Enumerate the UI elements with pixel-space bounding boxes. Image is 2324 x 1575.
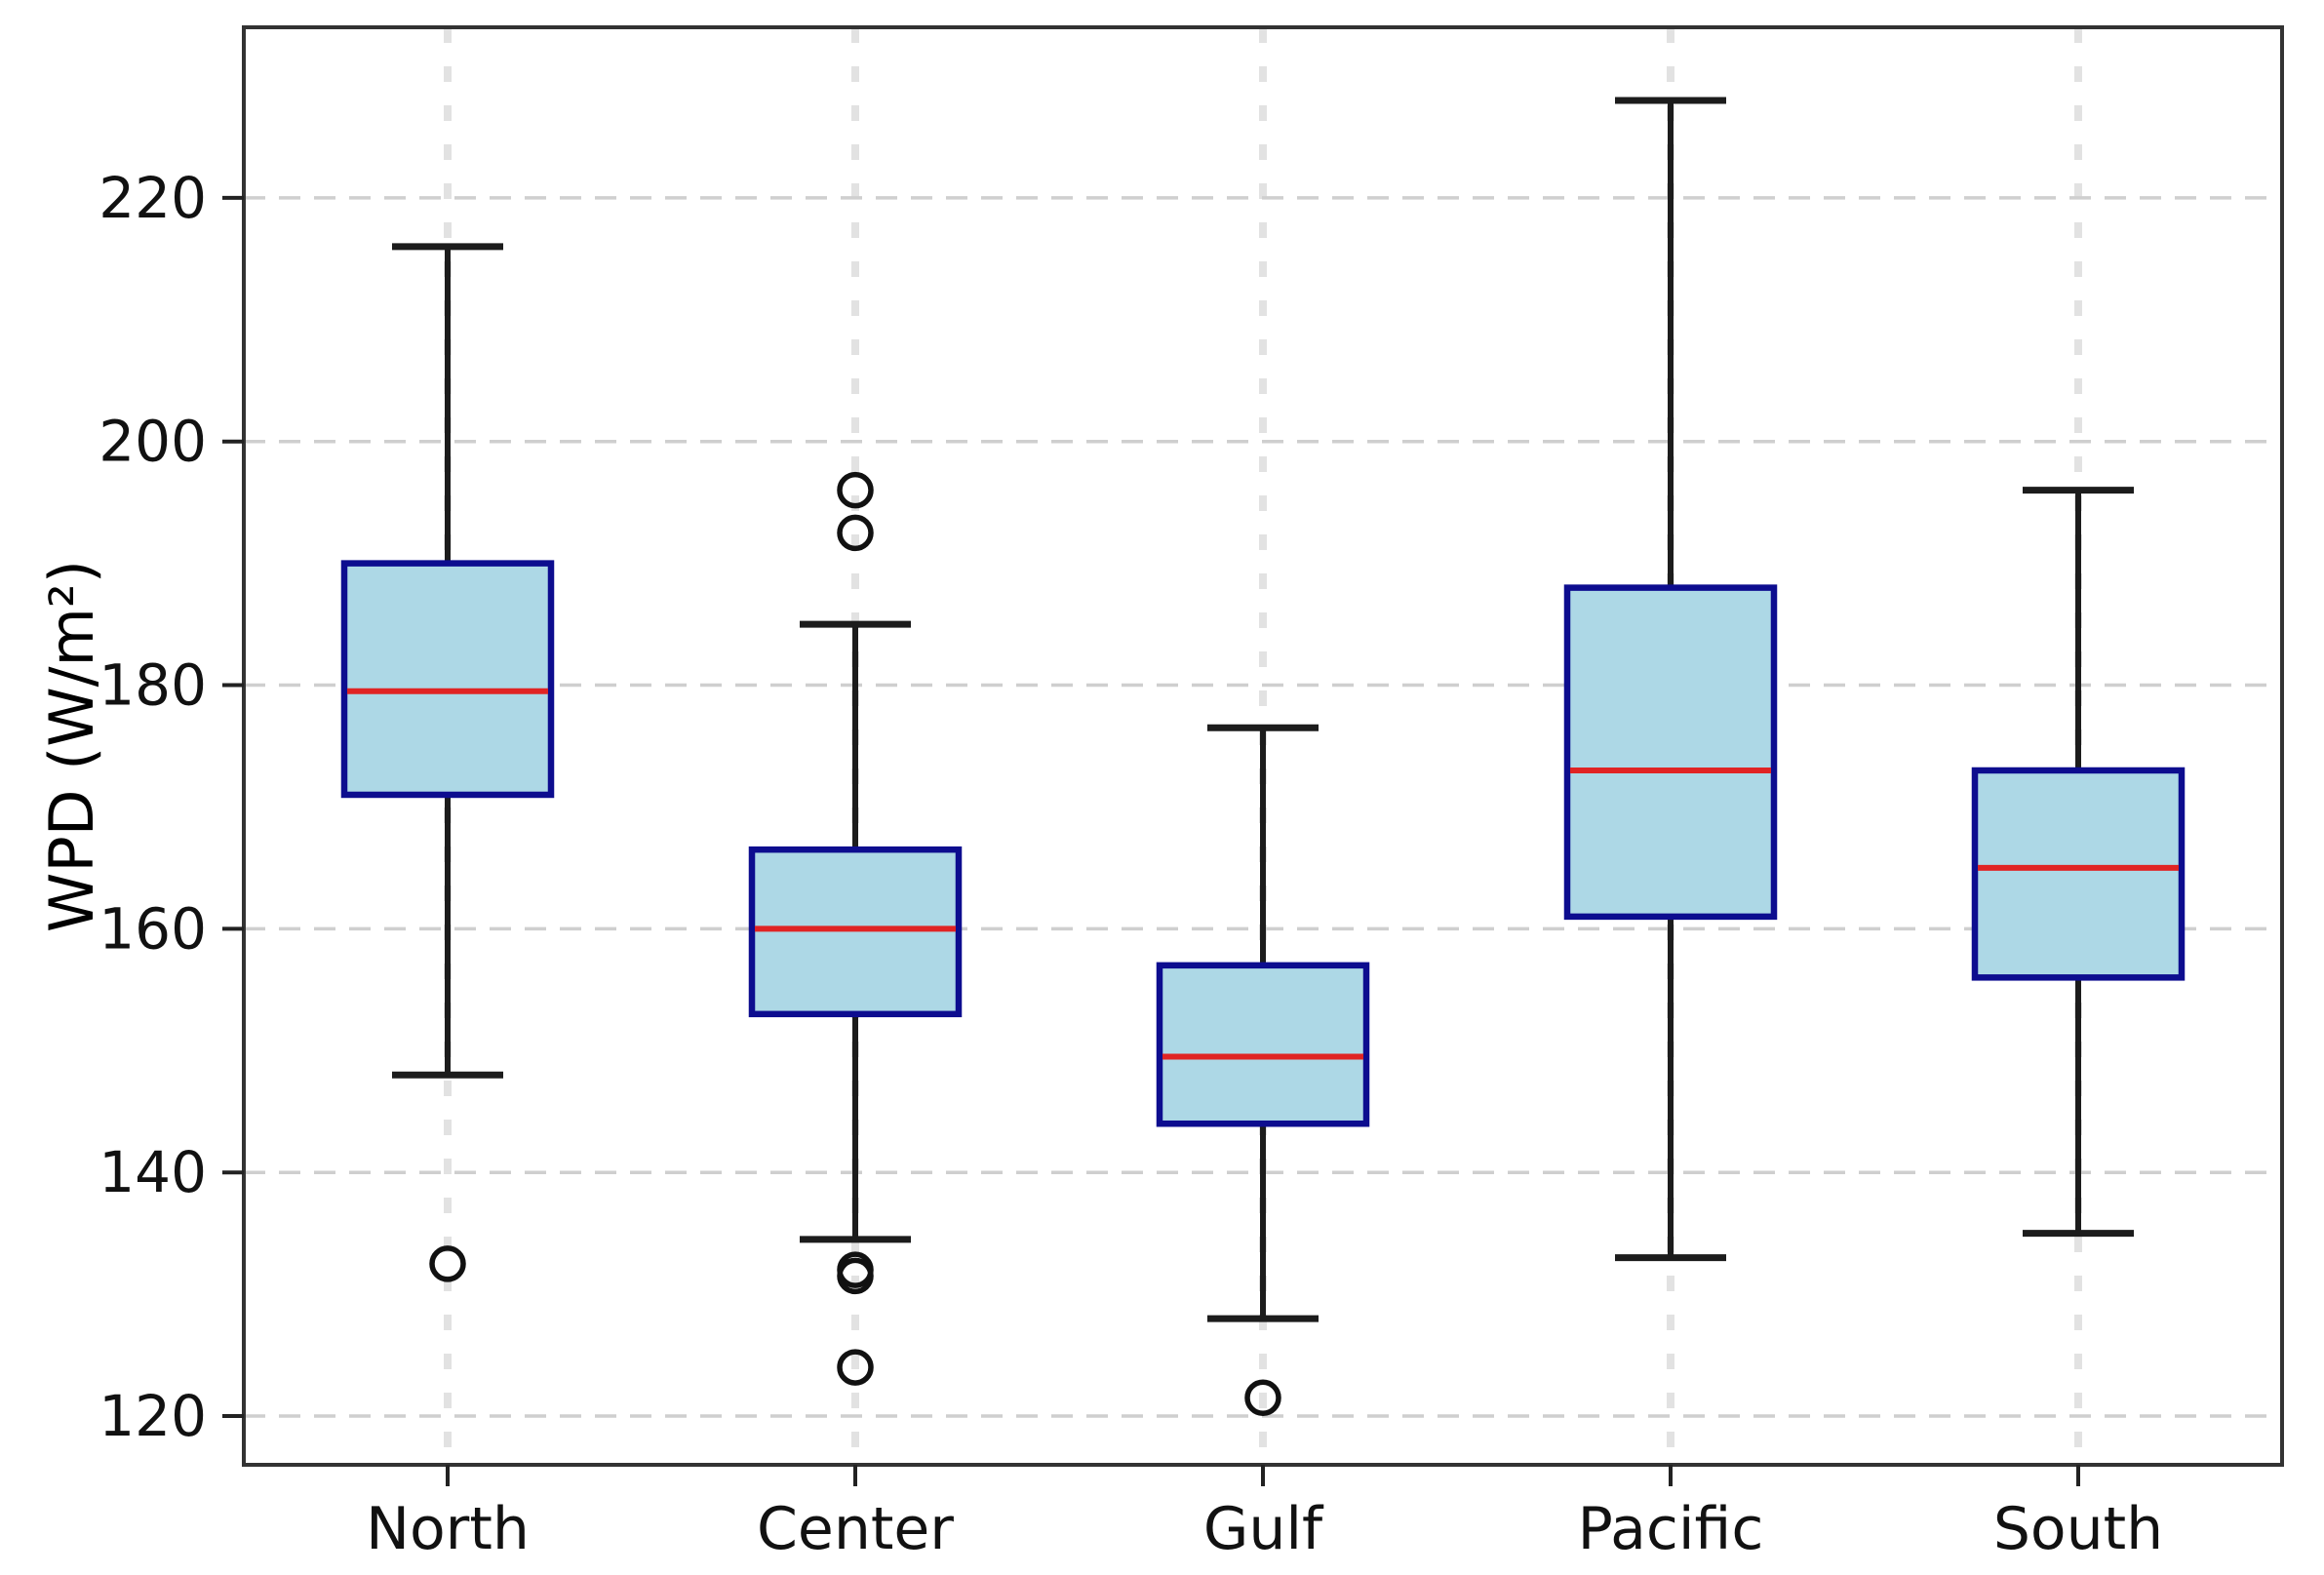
box-group-pacific xyxy=(1563,97,1778,1262)
x-label-gulf: Gulf xyxy=(1203,1495,1324,1563)
box-group-gulf xyxy=(1156,724,1370,1417)
box-rect-north xyxy=(340,560,555,799)
y-axis-label: WPD (W/m²) xyxy=(36,560,107,932)
box-rect-pacific xyxy=(1563,584,1778,921)
y-tick-label-220: 220 xyxy=(98,165,207,231)
box-group-north xyxy=(340,243,555,1282)
y-tick-label-140: 140 xyxy=(98,1139,207,1205)
y-tick-label-180: 180 xyxy=(98,652,207,719)
outlier-point-north xyxy=(429,1245,466,1282)
y-tick-label-120: 120 xyxy=(98,1383,207,1449)
outlier-point-gulf xyxy=(1244,1379,1281,1417)
x-label-center: Center xyxy=(757,1495,954,1563)
outlier-point-center xyxy=(837,514,874,552)
box-rect-gulf xyxy=(1156,962,1370,1127)
box-rect-south xyxy=(1971,767,2186,981)
box-rect-center xyxy=(748,846,963,1018)
x-label-south: South xyxy=(1993,1495,2163,1563)
y-tick-label-160: 160 xyxy=(98,895,207,962)
outlier-point-center xyxy=(837,471,874,509)
x-label-north: North xyxy=(366,1495,530,1563)
box-group-south xyxy=(1971,487,2186,1238)
outlier-point-center xyxy=(837,1349,874,1386)
x-label-pacific: Pacific xyxy=(1578,1495,1764,1563)
y-tick-label-200: 200 xyxy=(98,409,207,475)
outlier-point-center xyxy=(837,1257,874,1295)
box-group-center xyxy=(748,471,963,1386)
